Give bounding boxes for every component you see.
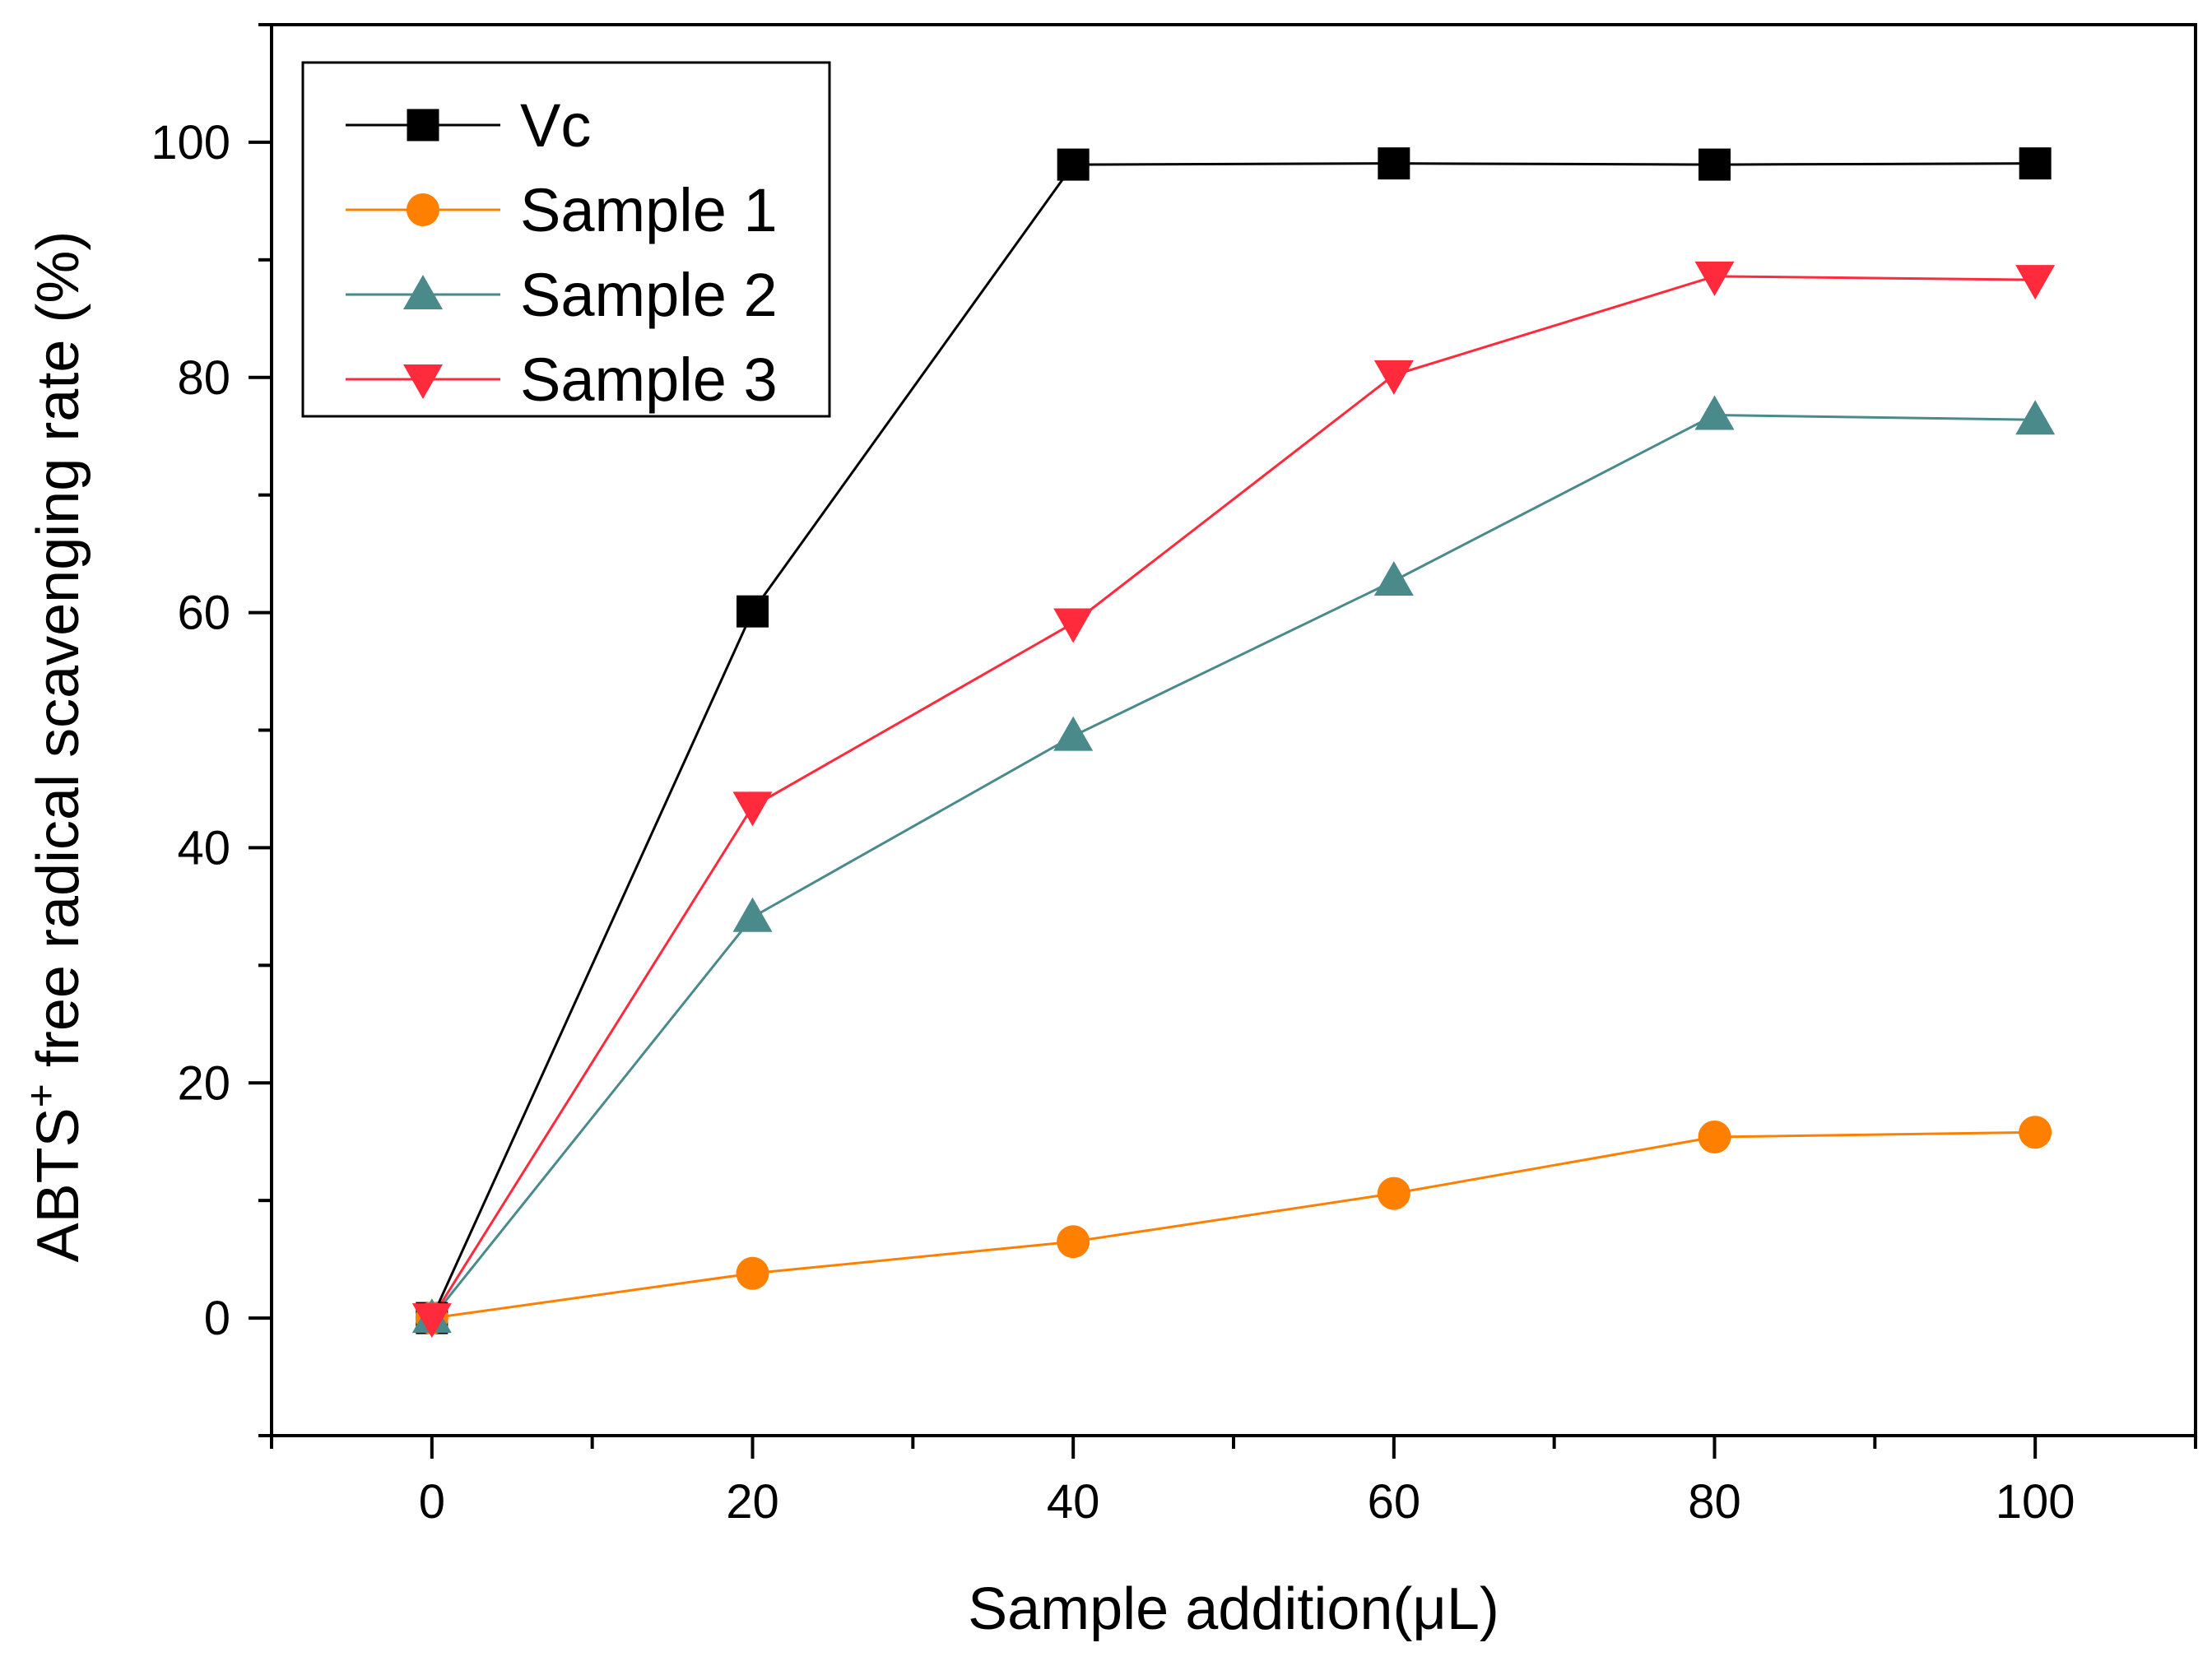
data-point-sample-3 <box>2015 265 2056 300</box>
legend-entry-sample-3: Sample 3 <box>346 346 778 414</box>
legend-label: Sample 3 <box>520 346 778 414</box>
data-point-sample-3 <box>732 791 773 827</box>
data-point-sample-1 <box>1377 1176 1410 1210</box>
data-point-sample-1 <box>2019 1116 2052 1149</box>
data-point-sample-3 <box>1053 608 1094 643</box>
legend-label: Sample 2 <box>520 261 778 329</box>
x-tick-label: 20 <box>726 1475 779 1529</box>
legend-entry-sample-1: Sample 1 <box>346 176 778 244</box>
legend-entry-sample-2: Sample 2 <box>346 261 778 329</box>
x-axis-title: Sample addition(μL) <box>968 1576 1499 1642</box>
legend-label: Vc <box>520 91 591 160</box>
data-point-sample-3 <box>1373 360 1414 395</box>
data-point-sample-1 <box>736 1256 769 1290</box>
x-tick-label: 60 <box>1368 1475 1421 1529</box>
x-tick-label: 100 <box>1996 1475 2075 1529</box>
y-axis-title-prefix: ABTS <box>26 1107 91 1262</box>
series-line-sample-2 <box>430 413 2036 1320</box>
x-tick-label: 40 <box>1047 1475 1100 1529</box>
data-point-vc <box>737 595 769 628</box>
legend: Vc Sample 1 Sample 2 Sample 3 <box>301 61 831 418</box>
y-tick-label: 0 <box>204 1292 230 1345</box>
data-point-sample-2 <box>1053 716 1094 751</box>
series-lines <box>430 162 2036 1320</box>
y-tick-label: 40 <box>177 821 230 875</box>
legend-marker <box>407 193 439 226</box>
data-point-vc <box>1698 148 1731 181</box>
y-tick-label: 100 <box>151 116 230 169</box>
legend-label: Sample 1 <box>520 176 778 244</box>
series-line-vc <box>430 162 2036 1319</box>
legend-marker <box>407 109 439 142</box>
x-tick-label: 80 <box>1688 1475 1741 1529</box>
data-point-vc <box>1378 147 1410 180</box>
data-point-sample-2 <box>1373 560 1414 596</box>
data-point-sample-2 <box>732 897 773 932</box>
data-point-vc <box>1057 148 1090 181</box>
y-tick-label: 80 <box>177 351 230 405</box>
y-axis-title-superscript: + <box>18 1084 64 1107</box>
data-point-sample-1 <box>1698 1120 1731 1153</box>
y-tick-label: 20 <box>177 1056 230 1110</box>
x-tick-label: 0 <box>419 1475 445 1529</box>
data-point-sample-2 <box>2015 400 2056 435</box>
legend-box <box>301 61 831 418</box>
legend-entry-vc: Vc <box>346 91 591 160</box>
data-point-vc <box>2019 147 2052 180</box>
data-point-sample-3 <box>411 1303 452 1339</box>
y-tick-label: 60 <box>177 587 230 640</box>
legend-marker <box>403 275 443 309</box>
series-line-sample-1 <box>431 1130 2036 1320</box>
data-point-sample-2 <box>1694 395 1735 430</box>
series-line-sample-3 <box>430 275 2036 1319</box>
axis-ticks: 0 20 40 60 80 100 0 20 40 60 80 100 <box>151 23 2197 1529</box>
series-markers <box>411 147 2056 1339</box>
y-axis-title-suffix: free radical scavenging rate (%) <box>26 231 91 1084</box>
legend-marker <box>403 364 443 399</box>
y-axis-title: ABTS+ free radical scavenging rate (%) <box>18 231 91 1263</box>
data-point-sample-3 <box>1694 261 1735 296</box>
data-point-sample-1 <box>1057 1225 1090 1259</box>
